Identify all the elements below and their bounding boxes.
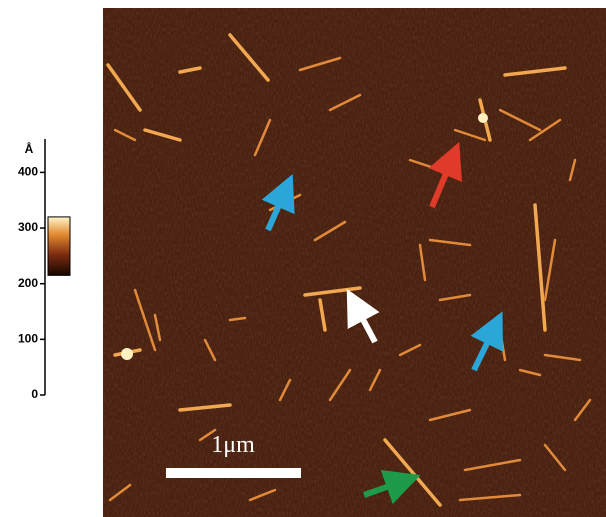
tick-label: 200 <box>18 276 38 290</box>
tick-label: 300 <box>18 220 38 234</box>
tick-label: 400 <box>18 165 38 179</box>
tick-label: 0 <box>31 387 38 401</box>
scale-bar-label: 1μm <box>211 432 255 458</box>
colorbar <box>48 217 70 275</box>
scale-bar <box>166 468 301 478</box>
figure: 1μm Å 0 100 200 300 400 <box>0 0 606 517</box>
tick-label: 100 <box>18 332 38 346</box>
afm-image: 1μm <box>103 8 606 517</box>
height-scale: Å 0 100 200 300 400 <box>18 139 70 401</box>
unit-label: Å <box>25 141 34 156</box>
